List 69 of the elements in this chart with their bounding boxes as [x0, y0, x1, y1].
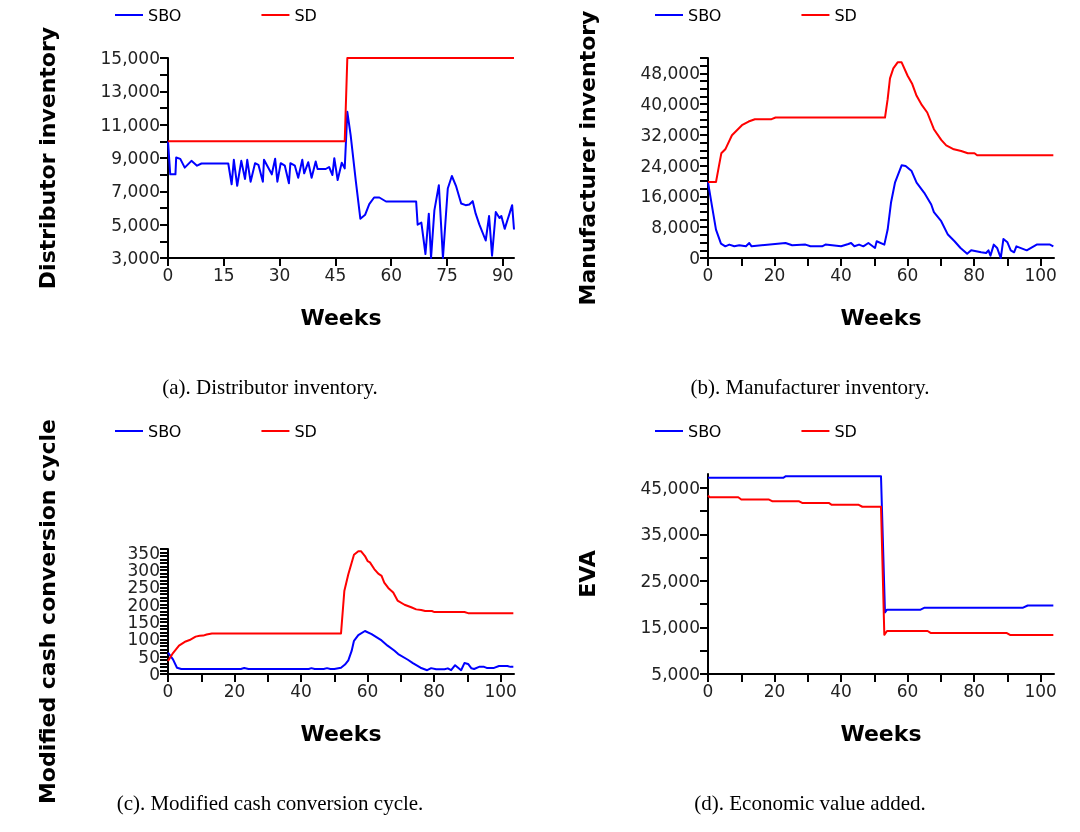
y-axis-title: Manufacturer inventory — [574, 10, 600, 306]
x-tick-label: 20 — [223, 680, 246, 701]
y-tick-label: 25,000 — [640, 570, 700, 591]
x-tick-label: 30 — [268, 264, 291, 285]
y-tick-label: 5,000 — [651, 664, 700, 684]
y-axis-title: Modified cash conversion cycle — [34, 419, 60, 805]
x-tick-label: 60 — [896, 264, 919, 285]
legend-label: SD — [834, 5, 857, 25]
text: (b). Manufacturer inventory. — [690, 374, 930, 399]
line-series — [707, 475, 1055, 614]
legend-label: SBO — [688, 421, 722, 441]
x-tick-label: 80 — [963, 680, 985, 701]
x-tick-label: 100 — [1024, 680, 1057, 701]
x-tick-label: 40 — [290, 680, 312, 701]
x-tick-label: 75 — [436, 264, 458, 285]
y-tick-label: 35,000 — [640, 524, 700, 545]
line-series — [707, 61, 1055, 184]
x-tick-label: 60 — [380, 264, 403, 285]
y-tick-label: 45,000 — [640, 477, 700, 498]
x-tick-label: 0 — [162, 680, 174, 701]
y-tick-label: 40,000 — [640, 94, 700, 115]
x-tick-label: 40 — [830, 680, 852, 701]
x-tick-label: 20 — [763, 264, 786, 285]
x-tick-label: 90 — [492, 264, 514, 285]
x-tick-label: 20 — [763, 680, 786, 701]
y-tick-label: 7,000 — [111, 181, 160, 202]
y-tick-label: 0 — [689, 248, 700, 268]
x-tick-label: 45 — [324, 264, 347, 285]
x-tick-label: 0 — [162, 264, 174, 285]
y-tick-label: 15,000 — [640, 617, 700, 638]
y-axis-title: EVA — [574, 550, 600, 598]
legend-label: SD — [294, 421, 317, 441]
text: (c). Modified cash conversion cycle. — [116, 790, 424, 815]
y-tick-label: 24,000 — [640, 155, 700, 176]
x-tick-label: 60 — [896, 680, 919, 701]
legend-label: SBO — [148, 421, 182, 441]
y-tick-label: 11,000 — [100, 114, 160, 135]
x-tick-label: 0 — [702, 680, 714, 701]
text: (d). Economic value added. — [694, 790, 926, 815]
y-tick-label: 0 — [149, 664, 160, 684]
x-tick-label: 100 — [1024, 264, 1057, 285]
x-tick-label: 0 — [702, 264, 714, 285]
legend-label: SBO — [148, 5, 182, 25]
y-tick-label: 32,000 — [640, 124, 700, 145]
legend-label: SD — [834, 421, 857, 441]
y-tick-label: 16,000 — [640, 186, 700, 207]
x-axis-title: Weeks — [840, 304, 922, 330]
x-axis-title: Weeks — [840, 720, 922, 746]
x-tick-label: 80 — [423, 680, 445, 701]
y-tick-label: 9,000 — [111, 148, 160, 168]
y-tick-label: 3,000 — [111, 248, 160, 268]
legend-label: SD — [294, 5, 317, 25]
legend-label: SBO — [688, 5, 722, 25]
line-series — [707, 494, 1055, 637]
line-series — [167, 550, 515, 662]
x-axis-title: Weeks — [300, 720, 382, 746]
x-tick-label: 60 — [356, 680, 379, 701]
y-tick-label: 13,000 — [100, 81, 160, 102]
x-axis-title: Weeks — [300, 304, 382, 330]
x-tick-label: 15 — [212, 264, 235, 285]
y-tick-label: 5,000 — [111, 214, 160, 235]
x-tick-label: 100 — [484, 680, 517, 701]
x-tick-label: 40 — [830, 264, 852, 285]
y-tick-label: 48,000 — [640, 63, 700, 84]
y-tick-label: 8,000 — [651, 217, 700, 238]
y-axis-title: Distributor inventory — [34, 26, 60, 290]
x-tick-label: 80 — [963, 264, 985, 285]
text: (a). Distributor inventory. — [162, 374, 378, 399]
y-tick-label: 15,000 — [100, 48, 160, 68]
